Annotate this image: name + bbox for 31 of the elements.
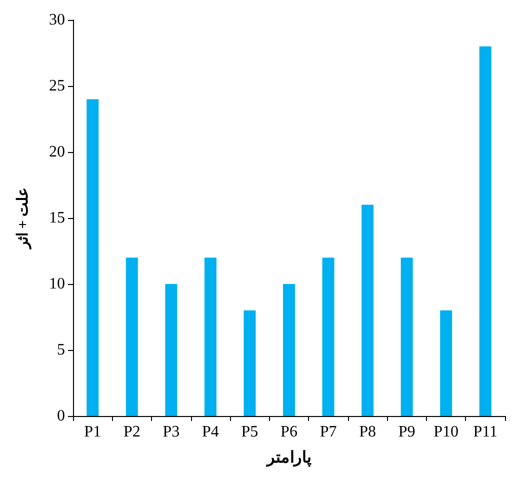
x-axis-title: پارامتر [266,450,312,468]
bar [165,284,178,416]
x-tick-label: P4 [202,424,219,440]
x-tick-label: P1 [84,424,102,440]
x-tick-label: P5 [241,424,258,440]
bar [440,310,452,416]
y-tick-label: 15 [49,210,65,226]
y-tick-label: 20 [49,144,65,160]
bar [322,258,334,416]
x-tick-label: P7 [320,424,337,440]
bar [283,284,295,416]
x-tick-label: P3 [162,424,180,440]
x-tick-label: P8 [359,424,376,440]
y-axis-title: علت + اثر [16,187,32,250]
y-tick-label: 30 [49,12,65,28]
bar [400,258,413,416]
bar [126,258,138,416]
bar [244,310,256,416]
bar [362,204,374,416]
bar [204,258,216,416]
bar [86,99,99,416]
x-tick-label: P9 [398,424,416,440]
x-tick-label: P6 [280,424,298,440]
x-tick-label: P10 [434,424,459,440]
y-tick-label: 10 [49,276,65,292]
x-tick-label: P2 [123,424,140,440]
y-tick-label: 0 [57,408,65,424]
x-tick-label: P11 [473,424,498,440]
bar [479,46,492,416]
y-tick-label: 5 [57,342,65,358]
y-tick-label: 25 [49,78,65,94]
